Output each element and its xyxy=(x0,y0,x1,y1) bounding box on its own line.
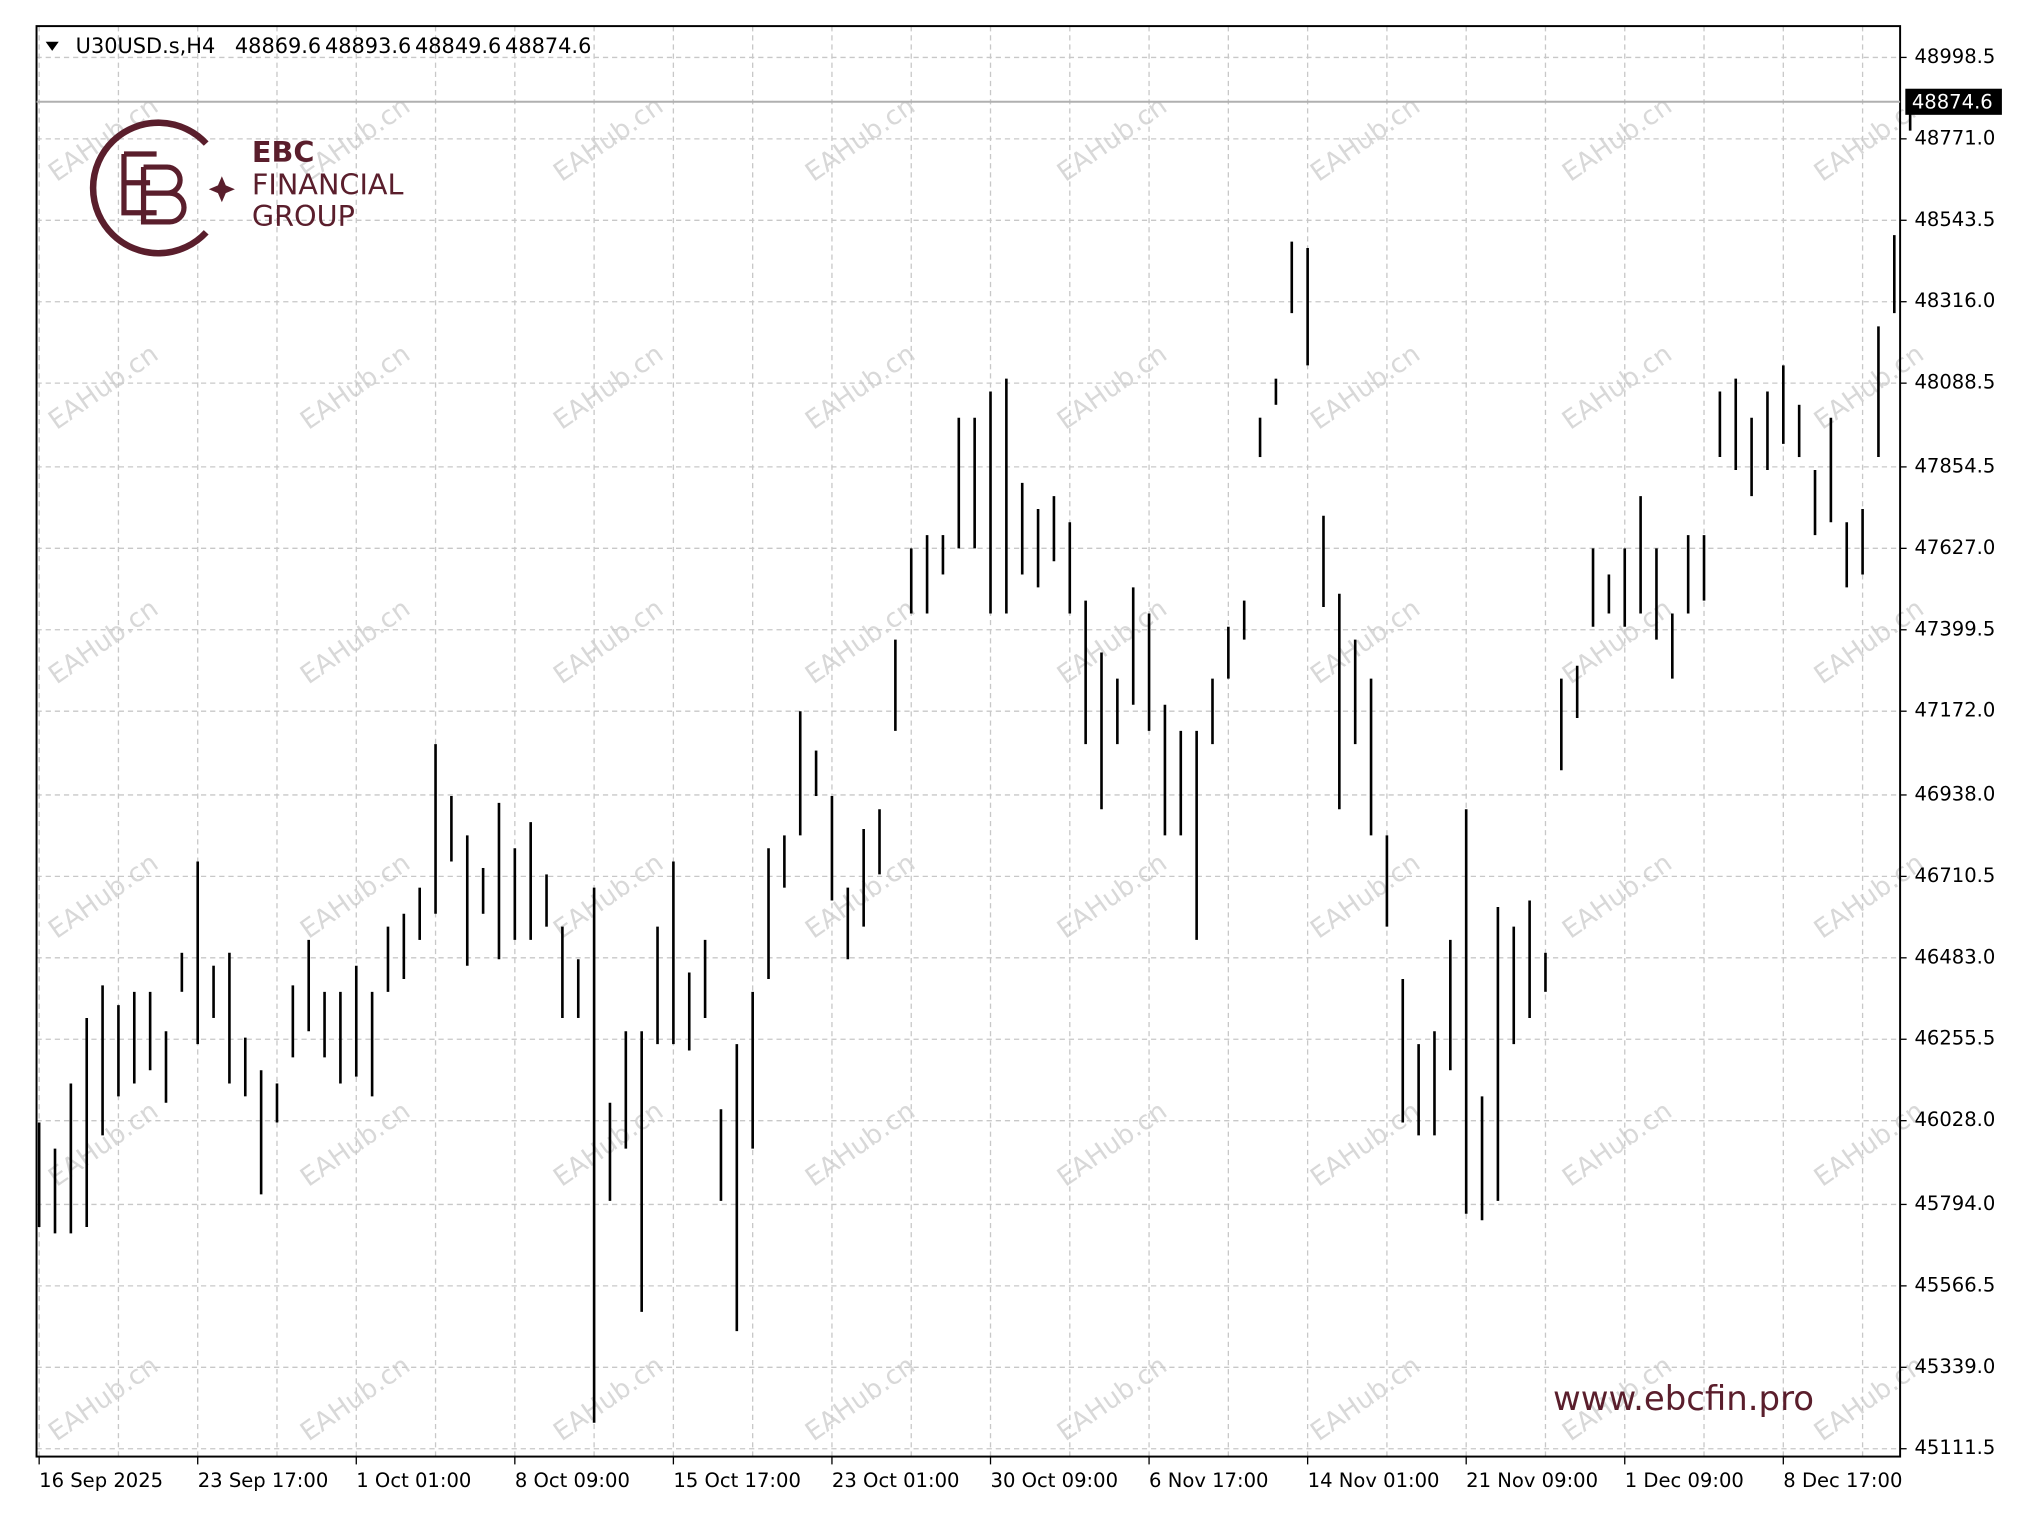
y-tick-label: 48771.0 xyxy=(1914,126,1995,149)
x-tick-label: 14 Nov 01:00 xyxy=(1308,1469,1440,1492)
x-tick-label: 6 Nov 17:00 xyxy=(1149,1469,1268,1492)
y-tick-label: 48543.5 xyxy=(1914,208,1995,231)
x-tick-label: 16 Sep 2025 xyxy=(39,1469,163,1492)
plot-frame xyxy=(35,25,1902,1458)
y-tick-label: 47399.5 xyxy=(1914,617,1995,640)
header-value: 48849.6 xyxy=(415,34,501,58)
y-tick-label: 48316.0 xyxy=(1914,289,1995,312)
menu-arrow xyxy=(45,41,59,51)
y-tick-label: 46938.0 xyxy=(1914,782,1995,805)
symbol-title: U30USD.s,H4 xyxy=(76,34,216,58)
last-price-label: 48874.6 xyxy=(1912,91,1993,114)
logo-mark xyxy=(121,151,187,225)
axes: 48998.5 48771.0 48543.5 48316.0 48088.5 47854… xyxy=(36,45,2002,1492)
y-tick-label: 48088.5 xyxy=(1914,371,1995,394)
bars xyxy=(37,98,1912,1423)
logo-text: FINANCIAL xyxy=(252,168,404,202)
y-tick-label: 46255.5 xyxy=(1914,1027,1995,1050)
header-value: 48869.6 xyxy=(235,34,321,58)
y-tick-label: 46710.5 xyxy=(1914,864,1995,887)
y-tick-label: 47172.0 xyxy=(1914,699,1995,722)
y-tick-label: 45794.0 xyxy=(1914,1192,1995,1215)
y-tick-label: 47627.0 xyxy=(1914,536,1995,559)
x-tick-label: 8 Oct 09:00 xyxy=(515,1469,630,1492)
x-tick-label: 23 Sep 17:00 xyxy=(198,1469,329,1492)
x-tick-label: 15 Oct 17:00 xyxy=(673,1469,801,1492)
y-tick-label: 48998.5 xyxy=(1914,45,1995,68)
header-value: 48893.6 xyxy=(325,34,411,58)
x-tick-label: 8 Dec 17:00 xyxy=(1783,1469,1902,1492)
y-tick-label: 46483.0 xyxy=(1914,945,1995,968)
last-price-box xyxy=(1905,88,2002,115)
grid xyxy=(36,26,1901,1457)
logo-arc xyxy=(89,119,209,257)
x-tick-label: 30 Oct 09:00 xyxy=(991,1469,1119,1492)
header-value: 48874.6 xyxy=(505,34,591,58)
website: www.ebcfin.pro xyxy=(1553,1380,1814,1419)
y-tick-label: 47854.5 xyxy=(1914,454,1995,477)
logo-text: EBC xyxy=(252,135,315,169)
x-tick-label: 23 Oct 01:00 xyxy=(832,1469,960,1492)
logo-text: GROUP xyxy=(252,199,355,233)
y-tick-label: 45339.0 xyxy=(1914,1355,1995,1378)
y-tick-label: 46028.0 xyxy=(1914,1108,1995,1131)
y-tick-label: 45566.5 xyxy=(1914,1273,1995,1296)
x-tick-label: 1 Dec 09:00 xyxy=(1625,1469,1744,1492)
x-tick-label: 1 Oct 01:00 xyxy=(356,1469,471,1492)
y-tick-label: 45111.5 xyxy=(1914,1436,1995,1459)
logo-star xyxy=(208,176,235,203)
logo: EBC FINANCIAL GROUP xyxy=(89,119,404,257)
x-tick-label: 21 Nov 09:00 xyxy=(1466,1469,1598,1492)
